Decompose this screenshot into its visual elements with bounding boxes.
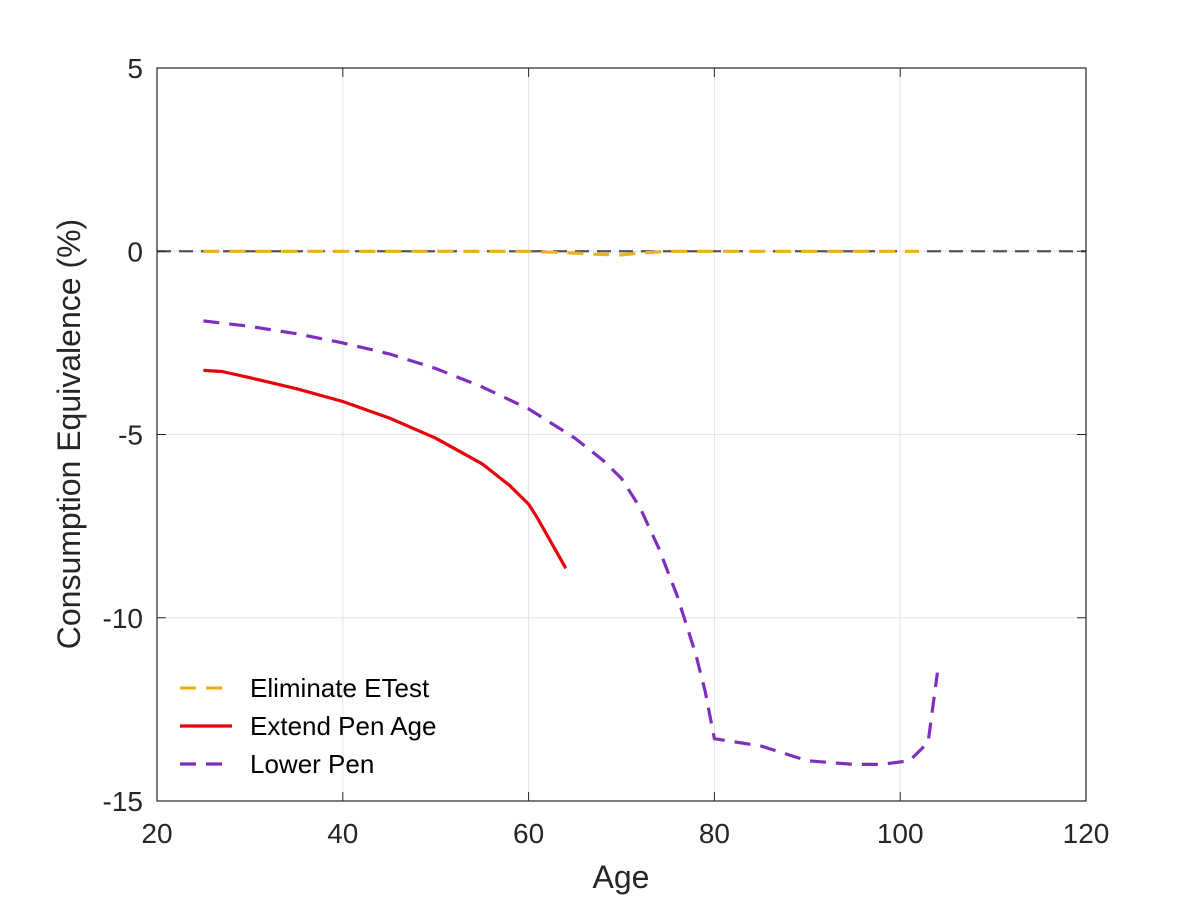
y-tick-labels: -15 -10 -5 0 5: [103, 53, 143, 817]
series-line-extend-pen-age: [203, 368, 568, 570]
axis-ticks: [156, 67, 1087, 802]
x-tick-label: 100: [877, 818, 924, 849]
series-group: [203, 249, 939, 767]
x-tick-label: 80: [699, 818, 730, 849]
legend-label: Eliminate ETest: [250, 673, 430, 703]
y-tick-label: -10: [103, 603, 143, 634]
y-tick-label: -15: [103, 786, 143, 817]
legend: Eliminate ETest Extend Pen Age Lower Pen: [180, 673, 436, 779]
y-axis-label: Consumption Equivalence (%): [51, 219, 87, 649]
legend-label: Extend Pen Age: [250, 711, 436, 741]
y-tick-label: 0: [127, 236, 143, 267]
series-line-eliminate-etest: [203, 249, 919, 257]
legend-label: Lower Pen: [250, 749, 374, 779]
x-tick-label: 20: [141, 818, 172, 849]
x-tick-labels: 20 40 60 80 100 120: [141, 818, 1109, 849]
x-tick-label: 40: [327, 818, 358, 849]
x-tick-label: 120: [1063, 818, 1110, 849]
x-axis-label: Age: [593, 859, 650, 895]
x-tick-label: 60: [513, 818, 544, 849]
y-tick-label: 5: [127, 53, 143, 84]
y-tick-label: -5: [118, 420, 143, 451]
